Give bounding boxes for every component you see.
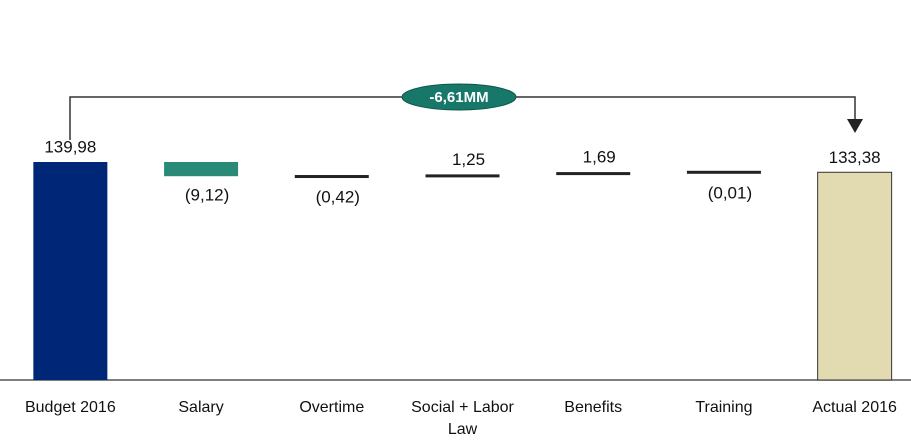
delta-bar: [686, 170, 761, 174]
value-label: (0,01): [708, 183, 752, 202]
x-tick-label: Social + Labor Law: [411, 399, 514, 438]
value-label: 133,38: [829, 148, 881, 167]
x-tick-label: Overtime: [299, 399, 365, 416]
delta-bar: [556, 172, 631, 176]
value-label: (0,42): [316, 188, 360, 207]
value-label: 139,98: [44, 137, 96, 156]
annotation: -6,61MM: [429, 89, 488, 106]
value-label: 1,69: [583, 148, 616, 167]
delta-bar: [425, 174, 500, 178]
delta-bar: [294, 175, 369, 179]
annotation-badge: [401, 83, 517, 111]
x-tick-label: Actual 2016: [812, 399, 897, 416]
value-label: (9,12): [185, 186, 229, 205]
x-tick-label: Budget 2016: [24, 399, 116, 416]
total-bar: [33, 162, 108, 380]
value-label: 1,25: [452, 150, 485, 169]
delta-bar: [164, 162, 239, 177]
x-tick-label: Benefits: [564, 399, 623, 416]
total-bar: [817, 171, 893, 381]
arrow-head: [847, 119, 863, 133]
x-tick-label: Salary: [178, 399, 224, 416]
x-tick-label: Training: [695, 399, 753, 416]
